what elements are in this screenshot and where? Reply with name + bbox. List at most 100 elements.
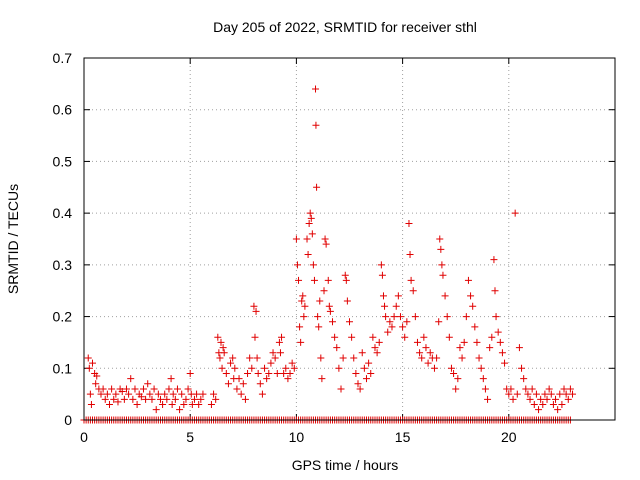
data-point <box>342 276 350 284</box>
data-point <box>197 395 205 403</box>
data-point <box>528 385 536 393</box>
data-point <box>293 261 301 269</box>
data-point <box>254 369 262 377</box>
data-point <box>520 375 528 383</box>
data-point <box>530 400 538 408</box>
data-point <box>310 276 318 284</box>
data-point <box>190 395 198 403</box>
data-point <box>522 385 530 393</box>
data-point <box>337 385 345 393</box>
data-point <box>556 390 564 398</box>
x-axis-label: GPS time / hours <box>292 457 399 473</box>
data-point <box>564 395 572 403</box>
data-point <box>282 364 290 372</box>
data-point <box>87 400 95 408</box>
data-point <box>231 364 239 372</box>
data-point <box>407 276 415 284</box>
data-point <box>396 313 404 321</box>
data-point <box>303 235 311 243</box>
data-point <box>433 354 441 362</box>
data-point <box>318 375 326 383</box>
data-point <box>222 369 230 377</box>
data-point <box>217 338 225 346</box>
data-point <box>365 359 373 367</box>
data-point <box>354 380 362 388</box>
data-point <box>216 354 224 362</box>
data-point <box>515 344 523 352</box>
data-point <box>462 313 470 321</box>
data-point <box>382 313 390 321</box>
data-point <box>312 85 320 93</box>
data-point <box>430 364 438 372</box>
data-point <box>184 385 192 393</box>
data-point <box>360 364 368 372</box>
data-point <box>543 395 551 403</box>
data-point <box>467 292 475 300</box>
data-point <box>112 390 120 398</box>
data-point <box>88 359 96 367</box>
data-point <box>301 302 309 310</box>
x-tick-label: 20 <box>501 429 517 445</box>
data-point <box>341 271 349 279</box>
chart-title: Day 205 of 2022, SRMTID for receiver sth… <box>213 19 477 35</box>
data-point <box>273 369 281 377</box>
data-point <box>250 302 258 310</box>
data-point <box>369 333 377 341</box>
x-tick-label: 15 <box>395 429 411 445</box>
data-point <box>161 390 169 398</box>
y-tick-label: 0 <box>64 412 72 428</box>
data-point <box>150 385 158 393</box>
data-point <box>507 385 515 393</box>
data-point <box>207 400 215 408</box>
data-point <box>511 209 519 217</box>
data-point <box>127 375 135 383</box>
data-point <box>406 251 414 259</box>
data-point <box>484 395 492 403</box>
data-point <box>219 344 227 352</box>
data-point <box>176 406 184 414</box>
y-tick-label: 0.2 <box>53 309 73 325</box>
data-point <box>424 359 432 367</box>
data-point <box>313 183 321 191</box>
data-point <box>265 369 273 377</box>
data-point <box>471 323 479 331</box>
data-point <box>295 276 303 284</box>
data-point <box>224 380 232 388</box>
data-point <box>256 380 264 388</box>
data-point <box>304 251 312 259</box>
data-point <box>307 214 315 222</box>
data-point <box>168 400 176 408</box>
data-point <box>286 369 294 377</box>
data-point <box>114 398 122 406</box>
data-point <box>321 235 329 243</box>
data-point <box>125 390 133 398</box>
data-point <box>122 385 130 393</box>
data-point <box>413 338 421 346</box>
data-point <box>492 313 500 321</box>
x-tick-label: 10 <box>289 429 305 445</box>
y-tick-label: 0.4 <box>53 205 73 221</box>
data-point <box>235 375 243 383</box>
data-point <box>280 369 288 377</box>
data-point <box>248 364 256 372</box>
data-point <box>335 364 343 372</box>
data-point <box>367 369 375 377</box>
data-point <box>333 344 341 352</box>
data-point <box>275 338 283 346</box>
data-point <box>381 302 389 310</box>
data-point <box>167 375 175 383</box>
data-point <box>193 390 201 398</box>
data-point <box>378 271 386 279</box>
data-point <box>92 380 100 388</box>
x-tick-labels: 0 5 10 15 20 <box>80 429 517 445</box>
data-point <box>308 230 316 238</box>
data-point <box>554 406 562 414</box>
data-point <box>263 375 271 383</box>
data-point <box>315 323 323 331</box>
grid-lines <box>84 58 615 420</box>
data-point <box>501 359 509 367</box>
data-point <box>152 406 160 414</box>
data-point <box>479 375 487 383</box>
data-point <box>454 375 462 383</box>
data-point <box>473 338 481 346</box>
